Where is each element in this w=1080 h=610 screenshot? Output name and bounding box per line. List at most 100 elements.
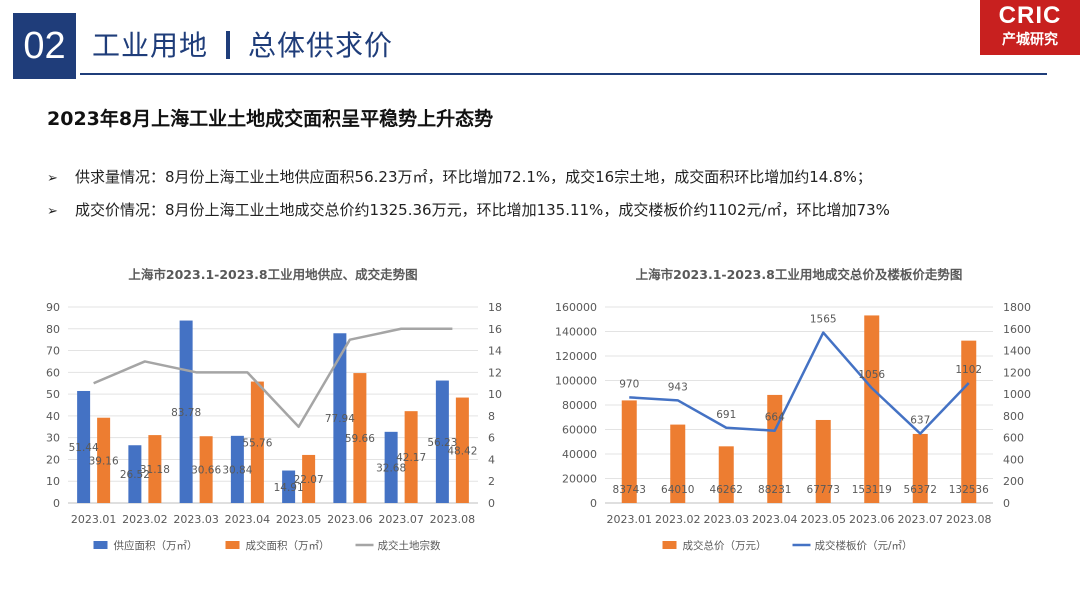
arrow-bullet-icon: ➢ (47, 171, 58, 186)
y-tick-label: 40000 (562, 448, 597, 461)
x-tick-label: 2023.04 (752, 513, 798, 526)
chart-supply-deal: 上海市2023.1-2023.8工业用地供应、成交走势图 0 10 20 30 40 50 6… (10, 255, 530, 560)
y2-tick-label: 1400 (1003, 345, 1031, 358)
line-value-label: 1565 (810, 314, 837, 326)
bar-value-label: 46262 (710, 484, 743, 496)
page-title: 工业用地 总体供求价 (92, 24, 393, 64)
y-tick-label: 30 (46, 432, 60, 445)
line-value-label: 637 (910, 415, 930, 427)
y-tick-label: 90 (46, 301, 60, 314)
page-title-right: 总体供求价 (248, 29, 394, 62)
bar-value-label: 77.94 (325, 413, 355, 425)
bar (435, 380, 449, 503)
line-value-label: 970 (619, 378, 639, 390)
bar (912, 433, 928, 503)
y2-tick-label: 12 (488, 366, 502, 379)
y2-tick-label: 1000 (1003, 388, 1031, 401)
bar (302, 454, 316, 503)
line-value-label: 664 (765, 412, 785, 424)
y-tick-label: 80 (46, 323, 60, 336)
y-tick-label: 100000 (555, 375, 597, 388)
y2-tick-label: 0 (1003, 497, 1010, 510)
bar-value-label: 64010 (661, 484, 694, 496)
bar-value-label: 83.78 (171, 407, 201, 419)
y-tick-label: 120000 (555, 350, 597, 363)
brand-logo: CRIC 产城研究 (980, 0, 1080, 55)
bar (384, 431, 398, 503)
y-tick-label: 50 (46, 388, 60, 401)
y-tick-label: 10 (46, 475, 60, 488)
bar (333, 333, 347, 503)
legend-label: 成交土地宗数 (378, 539, 441, 552)
bar (77, 390, 91, 503)
bar-value-label: 132536 (949, 484, 989, 496)
legend-swatch (662, 541, 677, 549)
x-tick-label: 2023.07 (378, 513, 424, 526)
bar (179, 320, 193, 503)
line-value-label: 943 (668, 381, 688, 393)
legend-label: 供应面积（万㎡） (114, 539, 198, 552)
x-tick-label: 2023.02 (655, 513, 701, 526)
chart-price-svg: 上海市2023.1-2023.8工业用地成交总价及楼板价走势图 0 20000 400… (555, 267, 1031, 552)
legend-label: 成交楼板价（元/㎡） (815, 539, 913, 552)
y2-tick-label: 200 (1003, 475, 1024, 488)
bar-value-label: 26.52 (120, 469, 150, 481)
section-number: 02 (13, 13, 76, 79)
bullet-price: ➢ 成交价情况：8月份上海工业土地成交总价约1325.36万元，环比增加135.1… (47, 199, 890, 220)
bar-value-label: 56372 (904, 484, 937, 496)
bar (815, 419, 831, 503)
title-separator (226, 31, 231, 59)
x-tick-label: 2023.05 (801, 513, 847, 526)
legend-label: 成交总价（万元） (683, 539, 767, 552)
x-tick-label: 2023.01 (607, 513, 653, 526)
bar (97, 417, 111, 503)
y-tick-label: 60 (46, 366, 60, 379)
y2-tick-label: 16 (488, 323, 502, 336)
line-series (93, 327, 453, 429)
x-tick-label: 2023.06 (849, 513, 895, 526)
slide-subtitle: 2023年8月上海工业土地成交面积呈平稳势上升态势 (47, 108, 494, 130)
line-value-label: 1102 (955, 364, 982, 376)
y2-tick-label: 0 (488, 497, 495, 510)
header-divider (80, 73, 1047, 75)
bar (961, 340, 977, 503)
x-tick-label: 2023.03 (704, 513, 750, 526)
bar-value-label: 59.66 (345, 433, 375, 445)
chart-price: 上海市2023.1-2023.8工业用地成交总价及楼板价走势图 0 20000 400… (545, 255, 1070, 560)
line-value-label: 1056 (858, 369, 885, 381)
x-tick-label: 2023.05 (276, 513, 322, 526)
bar-value-label: 30.66 (191, 465, 221, 477)
bar-value-label: 32.68 (376, 462, 406, 474)
y-tick-label: 40 (46, 410, 60, 423)
x-tick-label: 2023.03 (173, 513, 219, 526)
y-tick-label: 0 (590, 497, 597, 510)
x-tick-label: 2023.07 (898, 513, 944, 526)
y2-tick-label: 1800 (1003, 301, 1031, 314)
y2-tick-label: 2 (488, 475, 495, 488)
legend-label: 成交面积（万㎡） (246, 539, 330, 552)
y2-tick-label: 10 (488, 388, 502, 401)
x-tick-label: 2023.01 (71, 513, 117, 526)
y-tick-label: 160000 (555, 301, 597, 314)
bar (199, 436, 213, 503)
y2-tick-label: 4 (488, 453, 495, 466)
bar-value-label: 56.23 (427, 437, 457, 449)
bar (353, 373, 367, 503)
x-tick-label: 2023.02 (122, 513, 168, 526)
bullet-supply: ➢ 供求量情况：8月份上海工业土地供应面积56.23万㎡，环比增加72.1%，成交… (47, 166, 872, 187)
bar (718, 446, 734, 503)
y2-tick-label: 1600 (1003, 323, 1031, 336)
bar-value-label: 67773 (807, 484, 840, 496)
bar (864, 315, 880, 503)
bar-value-label: 55.76 (242, 437, 272, 449)
bar-value-label: 83743 (613, 484, 646, 496)
bar (128, 445, 142, 503)
y2-tick-label: 600 (1003, 432, 1024, 445)
bar-value-label: 30.84 (222, 464, 252, 476)
page-title-left: 工业用地 (92, 29, 209, 62)
bar (455, 397, 469, 503)
x-tick-label: 2023.08 (430, 513, 476, 526)
bar-value-label: 48.42 (447, 445, 477, 457)
bar-value-label: 31.18 (140, 464, 170, 476)
y2-tick-label: 14 (488, 345, 502, 358)
